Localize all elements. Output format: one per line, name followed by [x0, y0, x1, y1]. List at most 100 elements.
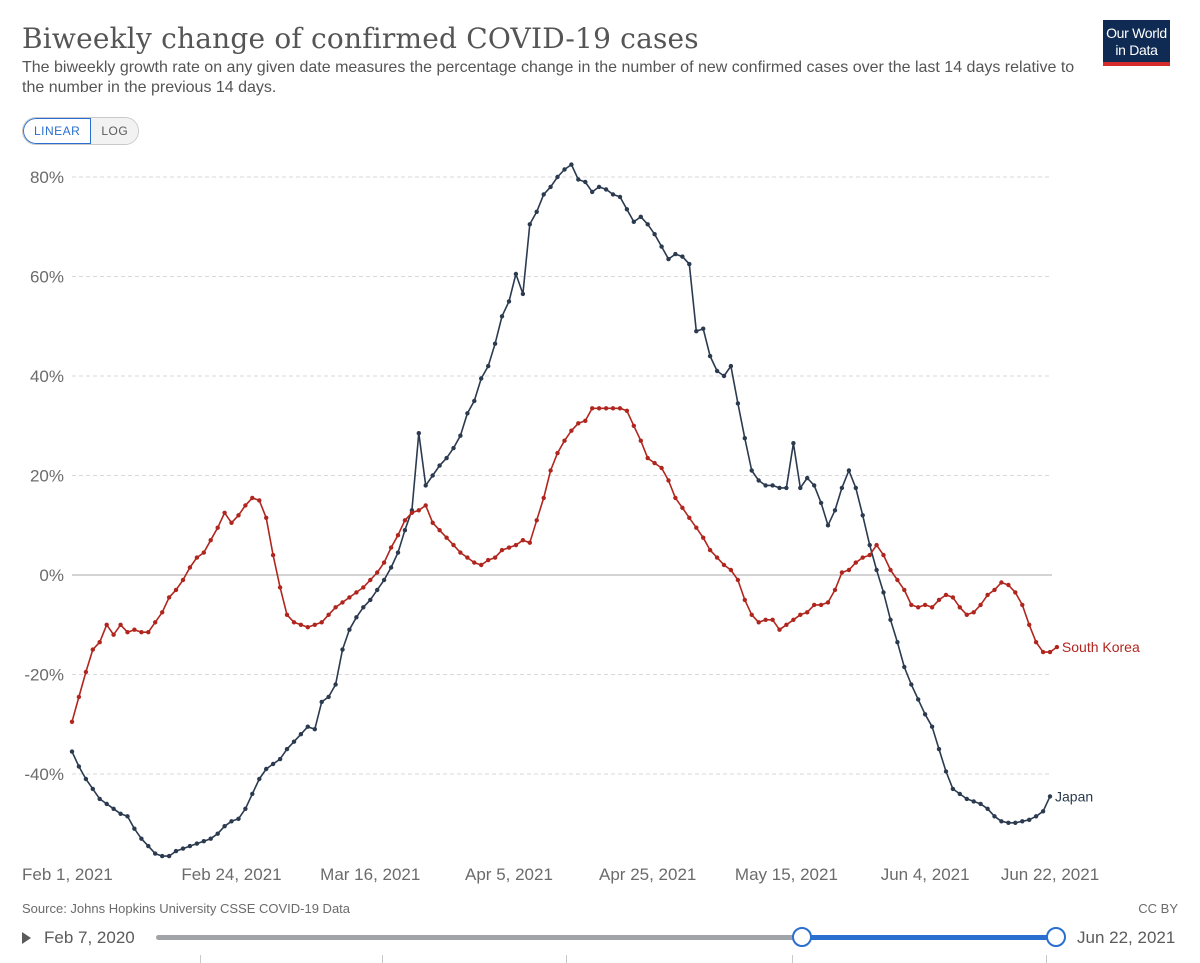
- data-point[interactable]: [326, 694, 331, 700]
- data-point[interactable]: [423, 503, 428, 508]
- data-point[interactable]: [964, 796, 969, 802]
- data-point[interactable]: [645, 222, 650, 227]
- data-point[interactable]: [229, 819, 234, 824]
- data-point[interactable]: [596, 406, 602, 411]
- data-point[interactable]: [340, 647, 345, 652]
- data-point[interactable]: [1006, 820, 1011, 825]
- data-point[interactable]: [69, 749, 75, 754]
- data-point[interactable]: [825, 600, 831, 605]
- data-point[interactable]: [839, 485, 845, 491]
- data-point[interactable]: [929, 724, 935, 729]
- data-point[interactable]: [1027, 622, 1032, 627]
- data-point[interactable]: [957, 605, 962, 610]
- data-point[interactable]: [486, 363, 491, 369]
- data-point[interactable]: [1054, 644, 1060, 650]
- data-point[interactable]: [714, 368, 720, 374]
- data-point[interactable]: [194, 841, 200, 846]
- data-point[interactable]: [180, 846, 186, 851]
- data-point[interactable]: [749, 468, 754, 473]
- data-point[interactable]: [187, 565, 193, 570]
- data-point[interactable]: [166, 595, 172, 600]
- data-point[interactable]: [506, 545, 512, 550]
- data-point[interactable]: [853, 485, 858, 491]
- data-point[interactable]: [298, 732, 304, 737]
- data-point[interactable]: [576, 177, 581, 182]
- data-point[interactable]: [999, 580, 1004, 585]
- data-point[interactable]: [499, 314, 505, 319]
- data-point[interactable]: [846, 468, 852, 473]
- data-point[interactable]: [874, 567, 879, 573]
- data-point[interactable]: [347, 595, 352, 600]
- data-point[interactable]: [319, 699, 324, 705]
- data-point[interactable]: [319, 620, 324, 625]
- data-point[interactable]: [430, 520, 435, 525]
- data-point[interactable]: [749, 612, 754, 617]
- data-point[interactable]: [534, 518, 539, 523]
- data-point[interactable]: [950, 786, 956, 792]
- data-point[interactable]: [922, 602, 928, 608]
- data-point[interactable]: [943, 769, 949, 774]
- data-point[interactable]: [229, 520, 234, 525]
- data-point[interactable]: [714, 555, 720, 560]
- data-point[interactable]: [916, 697, 921, 702]
- data-point[interactable]: [444, 455, 449, 461]
- data-point[interactable]: [1047, 794, 1053, 799]
- data-point[interactable]: [791, 617, 796, 622]
- data-point[interactable]: [153, 620, 158, 625]
- data-point[interactable]: [375, 570, 380, 575]
- data-point[interactable]: [333, 682, 338, 687]
- data-point[interactable]: [257, 498, 262, 503]
- data-point[interactable]: [160, 853, 165, 859]
- data-point[interactable]: [444, 535, 449, 540]
- data-point[interactable]: [458, 433, 463, 438]
- data-point[interactable]: [534, 209, 539, 214]
- data-point[interactable]: [437, 528, 442, 533]
- data-point[interactable]: [1006, 582, 1011, 588]
- data-point[interactable]: [922, 712, 928, 717]
- data-point[interactable]: [707, 353, 713, 359]
- data-point[interactable]: [569, 428, 574, 433]
- data-point[interactable]: [603, 187, 609, 192]
- data-point[interactable]: [860, 555, 865, 560]
- data-point[interactable]: [291, 620, 297, 625]
- log-scale-button[interactable]: LOG: [91, 118, 139, 144]
- data-point[interactable]: [853, 560, 858, 565]
- data-point[interactable]: [139, 836, 144, 841]
- data-point[interactable]: [236, 816, 241, 821]
- data-point[interactable]: [818, 500, 824, 506]
- data-point[interactable]: [506, 299, 512, 304]
- data-point[interactable]: [590, 189, 595, 195]
- data-point[interactable]: [555, 174, 560, 180]
- data-point[interactable]: [770, 483, 775, 488]
- data-point[interactable]: [111, 632, 116, 637]
- data-point[interactable]: [250, 791, 255, 797]
- data-point[interactable]: [402, 518, 408, 523]
- data-point[interactable]: [395, 533, 401, 538]
- data-point[interactable]: [978, 801, 983, 807]
- data-point[interactable]: [583, 179, 588, 185]
- timeline-track[interactable]: [156, 935, 1056, 940]
- data-point[interactable]: [603, 406, 609, 411]
- data-point[interactable]: [701, 326, 706, 331]
- data-point[interactable]: [791, 441, 796, 446]
- data-point[interactable]: [187, 843, 193, 849]
- data-point[interactable]: [388, 565, 394, 570]
- data-point[interactable]: [298, 622, 304, 627]
- data-point[interactable]: [173, 587, 179, 593]
- data-point[interactable]: [284, 612, 290, 617]
- data-point[interactable]: [180, 577, 186, 583]
- data-point[interactable]: [583, 418, 588, 423]
- data-point[interactable]: [631, 423, 636, 428]
- data-point[interactable]: [902, 664, 907, 670]
- data-point[interactable]: [430, 473, 435, 478]
- data-point[interactable]: [909, 602, 914, 608]
- data-point[interactable]: [701, 535, 706, 540]
- data-point[interactable]: [472, 398, 477, 404]
- data-point[interactable]: [805, 475, 810, 481]
- data-point[interactable]: [208, 836, 213, 841]
- data-point[interactable]: [1020, 819, 1025, 824]
- data-point[interactable]: [638, 214, 643, 219]
- data-point[interactable]: [964, 612, 969, 617]
- data-point[interactable]: [416, 508, 421, 513]
- data-point[interactable]: [867, 542, 872, 548]
